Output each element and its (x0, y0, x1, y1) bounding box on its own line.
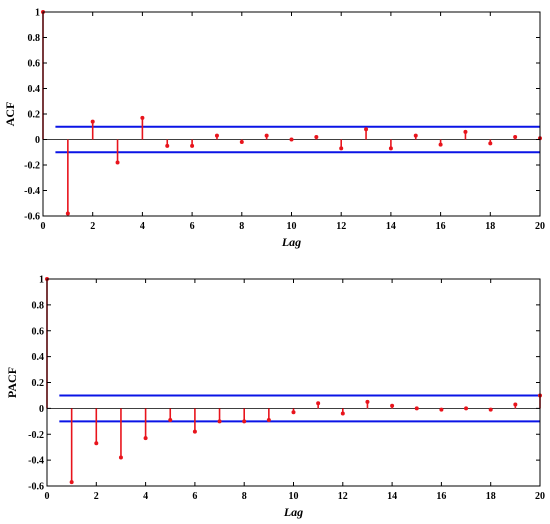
acf-point-18 (488, 141, 493, 146)
pacf-point-17 (464, 406, 469, 411)
acf-point-8 (239, 140, 244, 145)
pacf-ytick-label: 0.6 (32, 326, 45, 337)
pacf-xtick-label: 10 (289, 491, 299, 502)
acf-panel: 0 2 4 6 8 10 12 14 16 18 20 -0.6 -0.4 -0.2 0 0.2 0.4 0.6 0… (3, 8, 545, 250)
acf-point-9 (264, 133, 269, 138)
acf-axes-box (42, 11, 541, 217)
acf-xtick-label: 18 (485, 221, 495, 232)
pacf-ytick-label: 0.8 (32, 300, 45, 311)
pacf-point-10 (291, 410, 296, 415)
pacf-ylabel: PACF (5, 367, 19, 398)
pacf-point-14 (390, 403, 395, 408)
pacf-xtick-label: 4 (143, 491, 148, 502)
acf-ytick-label: 0.4 (28, 84, 41, 95)
pacf-xtick-label: 18 (486, 491, 496, 502)
pacf-point-2 (94, 441, 99, 446)
pacf-point-4 (143, 436, 148, 441)
pacf-ytick-label: 0.2 (32, 378, 45, 389)
pacf-point-15 (414, 406, 419, 411)
pacf-point-1 (69, 480, 74, 485)
acf-xtick-label: 20 (535, 221, 545, 232)
acf-xtick-label: 10 (287, 221, 297, 232)
pacf-point-7 (217, 419, 222, 424)
acf-point-11 (314, 134, 319, 139)
acf-xtick-label: 6 (190, 221, 195, 232)
acf-point-12 (339, 146, 344, 151)
acf-xtick-label: 16 (436, 221, 446, 232)
acf-ytick-label: -0.4 (24, 186, 40, 197)
acf-point-5 (165, 143, 170, 148)
acf-point-16 (438, 142, 443, 147)
pacf-xtick-label: 12 (338, 491, 348, 502)
pacf-point-12 (340, 411, 345, 416)
acf-xtick-label: 8 (239, 221, 244, 232)
acf-ytick-label: 0 (35, 135, 40, 146)
pacf-xlabel: Lag (283, 505, 303, 519)
acf-point-7 (214, 133, 219, 138)
pacf-point-9 (266, 418, 271, 423)
acf-xtick-label: 4 (140, 221, 145, 232)
acf-point-10 (289, 137, 294, 142)
pacf-ytick-label: 0 (39, 404, 44, 415)
pacf-ytick-label: -0.4 (28, 456, 44, 467)
pacf-xtick-label: 0 (45, 491, 50, 502)
acf-xtick-label: 0 (41, 221, 46, 232)
acf-xtick-label: 14 (386, 221, 396, 232)
pacf-point-18 (488, 407, 493, 412)
acf-ytick-label: 0.8 (28, 33, 41, 44)
acf-point-3 (115, 160, 120, 165)
pacf-point-16 (439, 407, 444, 412)
acf-point-17 (463, 129, 468, 134)
acf-point-19 (513, 134, 518, 139)
pacf-point-5 (168, 418, 173, 423)
pacf-point-11 (316, 401, 321, 406)
pacf-xtick-label: 16 (436, 491, 446, 502)
pacf-ytick-label: 1 (39, 275, 44, 286)
pacf-ytick-label: -0.2 (28, 430, 44, 441)
pacf-xtick-label: 6 (192, 491, 197, 502)
pacf-xtick-label: 20 (535, 491, 545, 502)
pacf-xtick-label: 8 (242, 491, 247, 502)
acf-point-13 (364, 127, 369, 132)
pacf-point-19 (513, 402, 518, 407)
pacf-point-13 (365, 399, 370, 404)
pacf-ytick-label: -0.6 (28, 482, 44, 493)
pacf-point-3 (118, 455, 123, 460)
acf-xlabel: Lag (281, 235, 301, 249)
acf-point-2 (90, 119, 95, 124)
acf-ytick-label: 0.2 (28, 110, 41, 121)
pacf-point-6 (192, 429, 197, 434)
pacf-xtick-label: 14 (387, 491, 397, 502)
acf-xtick-label: 2 (90, 221, 95, 232)
acf-point-14 (388, 146, 393, 151)
acf-ytick-label: 0.6 (28, 59, 41, 70)
pacf-ytick-label: 0.4 (32, 352, 45, 363)
acf-ylabel: ACF (3, 102, 17, 127)
acf-ytick-label: -0.2 (24, 161, 40, 172)
acf-point-1 (65, 211, 70, 216)
pacf-point-8 (242, 419, 247, 424)
acf-xtick-label: 12 (336, 221, 346, 232)
pacf-xtick-label: 2 (94, 491, 99, 502)
acf-ytick-label: -0.6 (24, 212, 40, 223)
acf-point-4 (140, 115, 145, 120)
pacf-panel: 0 2 4 6 8 10 12 14 16 18 20 -0.6 -0.4 -0.2 0 0.2 0.4 0.6 0… (5, 275, 545, 520)
acf-ytick-label: 1 (35, 8, 40, 19)
acf-point-15 (413, 133, 418, 138)
acf-point-6 (190, 143, 195, 148)
